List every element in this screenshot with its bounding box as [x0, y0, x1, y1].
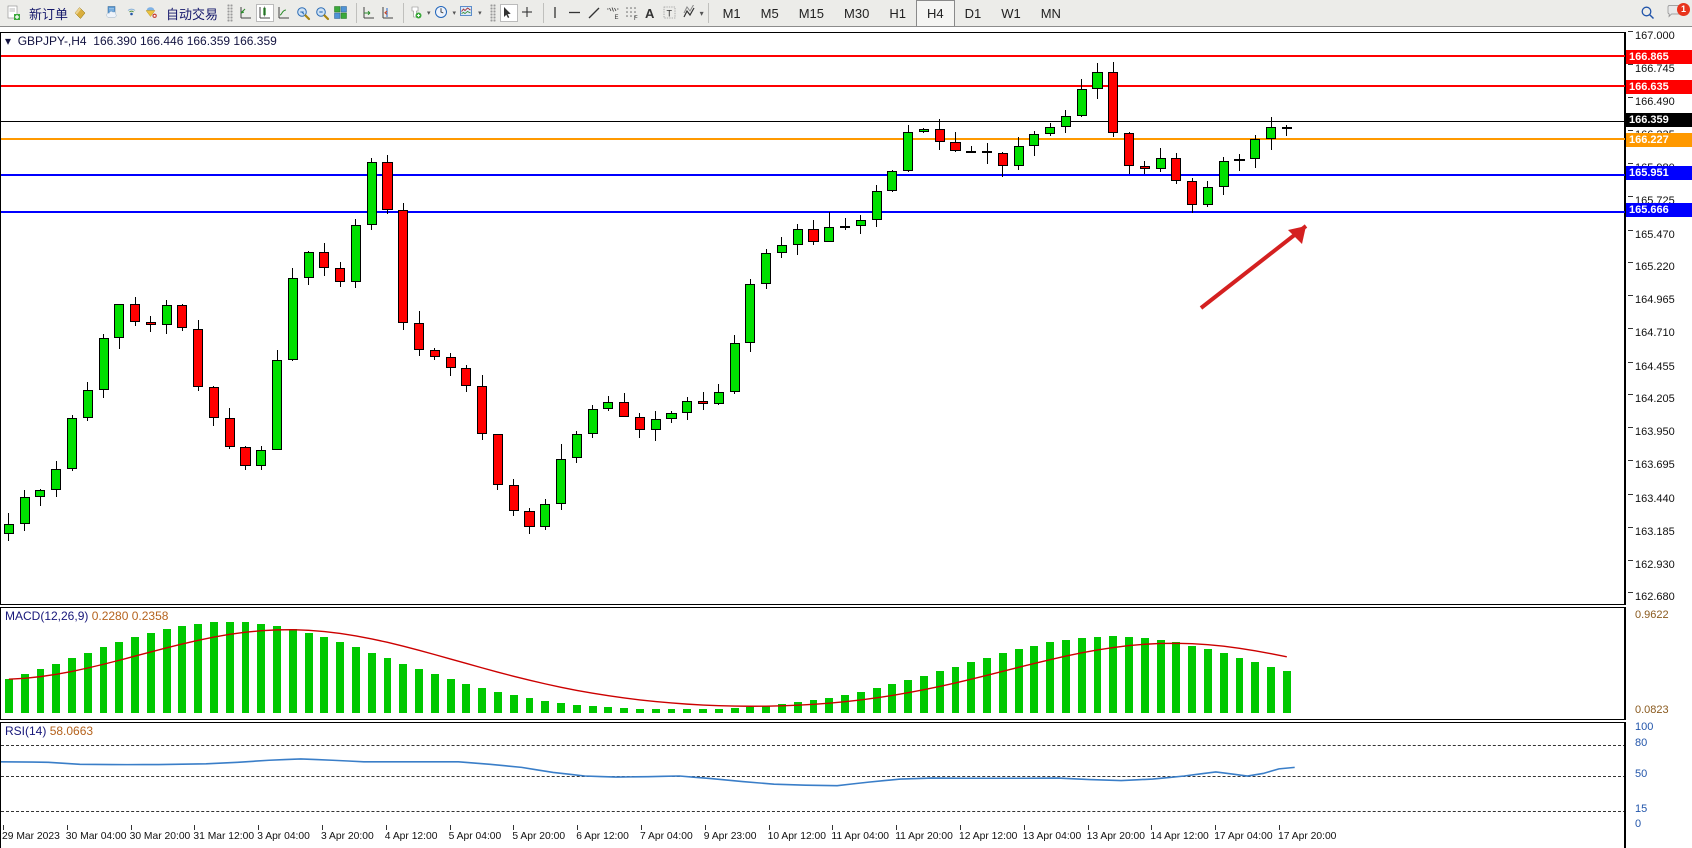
- svg-text:F: F: [634, 16, 638, 21]
- svg-text:T: T: [666, 9, 672, 19]
- svg-text:E: E: [614, 15, 618, 21]
- svg-text:A: A: [645, 6, 655, 21]
